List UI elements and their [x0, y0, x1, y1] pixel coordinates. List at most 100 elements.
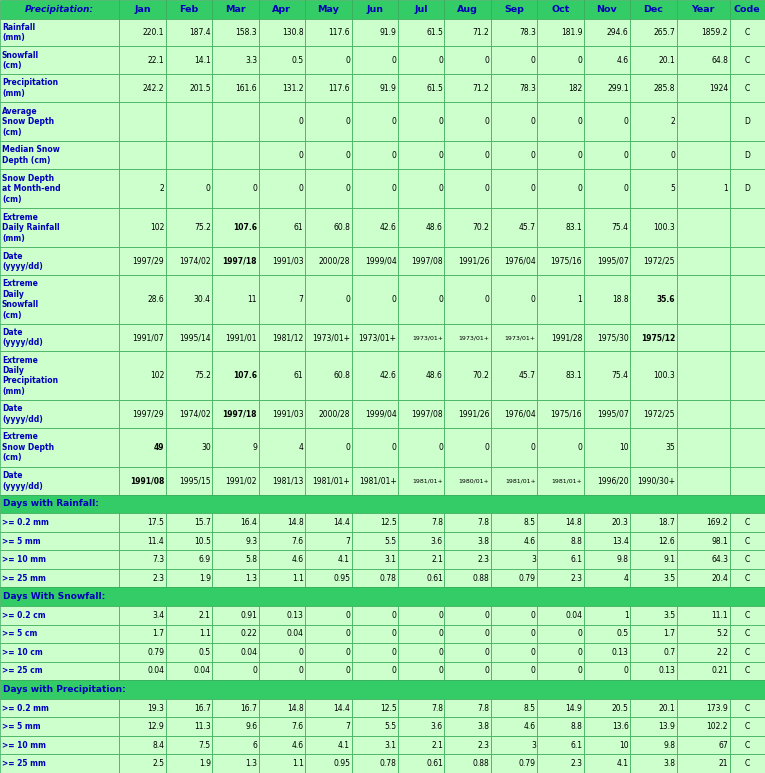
- Bar: [676, 532, 730, 550]
- Text: 220.1: 220.1: [143, 28, 164, 37]
- Text: 11: 11: [248, 295, 257, 304]
- Bar: [630, 169, 676, 208]
- Text: Nov: Nov: [597, 5, 617, 14]
- Bar: [352, 606, 398, 625]
- Text: 5.2: 5.2: [716, 629, 728, 638]
- Bar: [352, 275, 398, 324]
- Bar: [537, 400, 584, 427]
- Text: C: C: [744, 574, 750, 583]
- Text: 0: 0: [392, 443, 396, 451]
- Text: 0: 0: [484, 56, 490, 65]
- Text: 1973/01+: 1973/01+: [359, 333, 396, 342]
- Text: 0: 0: [484, 629, 490, 638]
- Text: 0: 0: [531, 117, 536, 126]
- Text: 1991/28: 1991/28: [551, 333, 582, 342]
- Text: Median Snow
Depth (cm): Median Snow Depth (cm): [2, 145, 60, 165]
- Bar: [0, 141, 119, 169]
- Bar: [676, 736, 730, 754]
- Bar: [676, 208, 730, 247]
- Text: 4.1: 4.1: [338, 555, 350, 564]
- Text: 107.6: 107.6: [233, 223, 257, 232]
- Bar: [305, 532, 352, 550]
- Text: 8.4: 8.4: [152, 741, 164, 750]
- Bar: [352, 717, 398, 736]
- Bar: [537, 208, 584, 247]
- Text: 3: 3: [531, 555, 536, 564]
- Text: 20.3: 20.3: [612, 518, 629, 527]
- Bar: [537, 352, 584, 400]
- Bar: [212, 606, 259, 625]
- Text: 0: 0: [252, 184, 257, 193]
- Bar: [212, 699, 259, 717]
- Bar: [212, 427, 259, 467]
- Bar: [305, 625, 352, 643]
- Bar: [444, 102, 491, 141]
- Text: 1991/26: 1991/26: [458, 410, 490, 418]
- Text: 20.5: 20.5: [612, 703, 629, 713]
- Text: 9.3: 9.3: [245, 536, 257, 546]
- Bar: [166, 513, 212, 532]
- Text: 0: 0: [438, 443, 443, 451]
- Bar: [212, 736, 259, 754]
- Bar: [676, 427, 730, 467]
- Bar: [119, 643, 166, 662]
- Text: >= 10 cm: >= 10 cm: [2, 648, 43, 657]
- Bar: [166, 247, 212, 275]
- Text: 0: 0: [438, 648, 443, 657]
- Bar: [676, 550, 730, 569]
- Text: 0: 0: [438, 611, 443, 620]
- Bar: [119, 169, 166, 208]
- Text: 64.8: 64.8: [711, 56, 728, 65]
- Text: Date
(yyyy/dd): Date (yyyy/dd): [2, 471, 43, 491]
- Bar: [0, 427, 119, 467]
- Bar: [491, 169, 537, 208]
- Text: Extreme
Snow Depth
(cm): Extreme Snow Depth (cm): [2, 432, 54, 462]
- Text: 14.8: 14.8: [565, 518, 582, 527]
- Text: 181.9: 181.9: [561, 28, 582, 37]
- Bar: [444, 208, 491, 247]
- Text: 20.1: 20.1: [659, 703, 675, 713]
- Text: 1974/02: 1974/02: [179, 257, 210, 266]
- Text: 1.1: 1.1: [199, 629, 210, 638]
- Bar: [630, 532, 676, 550]
- Bar: [444, 643, 491, 662]
- Text: 8.5: 8.5: [524, 518, 536, 527]
- Bar: [212, 625, 259, 643]
- Bar: [352, 467, 398, 495]
- Bar: [305, 102, 352, 141]
- Text: 14.9: 14.9: [565, 703, 582, 713]
- Text: 0.88: 0.88: [473, 759, 490, 768]
- Bar: [537, 625, 584, 643]
- Text: 0: 0: [531, 151, 536, 159]
- Bar: [166, 324, 212, 352]
- Text: 0: 0: [484, 151, 490, 159]
- Text: 7.6: 7.6: [291, 536, 304, 546]
- Text: 61.5: 61.5: [426, 83, 443, 93]
- Text: 182: 182: [568, 83, 582, 93]
- Text: Dec: Dec: [643, 5, 663, 14]
- Bar: [305, 208, 352, 247]
- Text: Date
(yyyy/dd): Date (yyyy/dd): [2, 404, 43, 424]
- Bar: [398, 19, 444, 46]
- Text: 0: 0: [484, 648, 490, 657]
- Text: 158.3: 158.3: [236, 28, 257, 37]
- Bar: [676, 569, 730, 587]
- Text: Jun: Jun: [366, 5, 383, 14]
- Text: 30: 30: [201, 443, 210, 451]
- Text: 7.6: 7.6: [291, 722, 304, 731]
- Bar: [584, 569, 630, 587]
- Bar: [0, 754, 119, 773]
- Text: 1991/03: 1991/03: [272, 257, 304, 266]
- Text: 0: 0: [392, 184, 396, 193]
- Text: C: C: [744, 741, 750, 750]
- Text: 16.4: 16.4: [240, 518, 257, 527]
- Text: C: C: [744, 518, 750, 527]
- Text: 9.6: 9.6: [245, 722, 257, 731]
- Text: 3.8: 3.8: [477, 722, 490, 731]
- Text: 0.5: 0.5: [617, 629, 629, 638]
- Bar: [259, 275, 305, 324]
- Text: 0: 0: [438, 295, 443, 304]
- Bar: [305, 169, 352, 208]
- Bar: [0, 495, 765, 513]
- Bar: [730, 569, 765, 587]
